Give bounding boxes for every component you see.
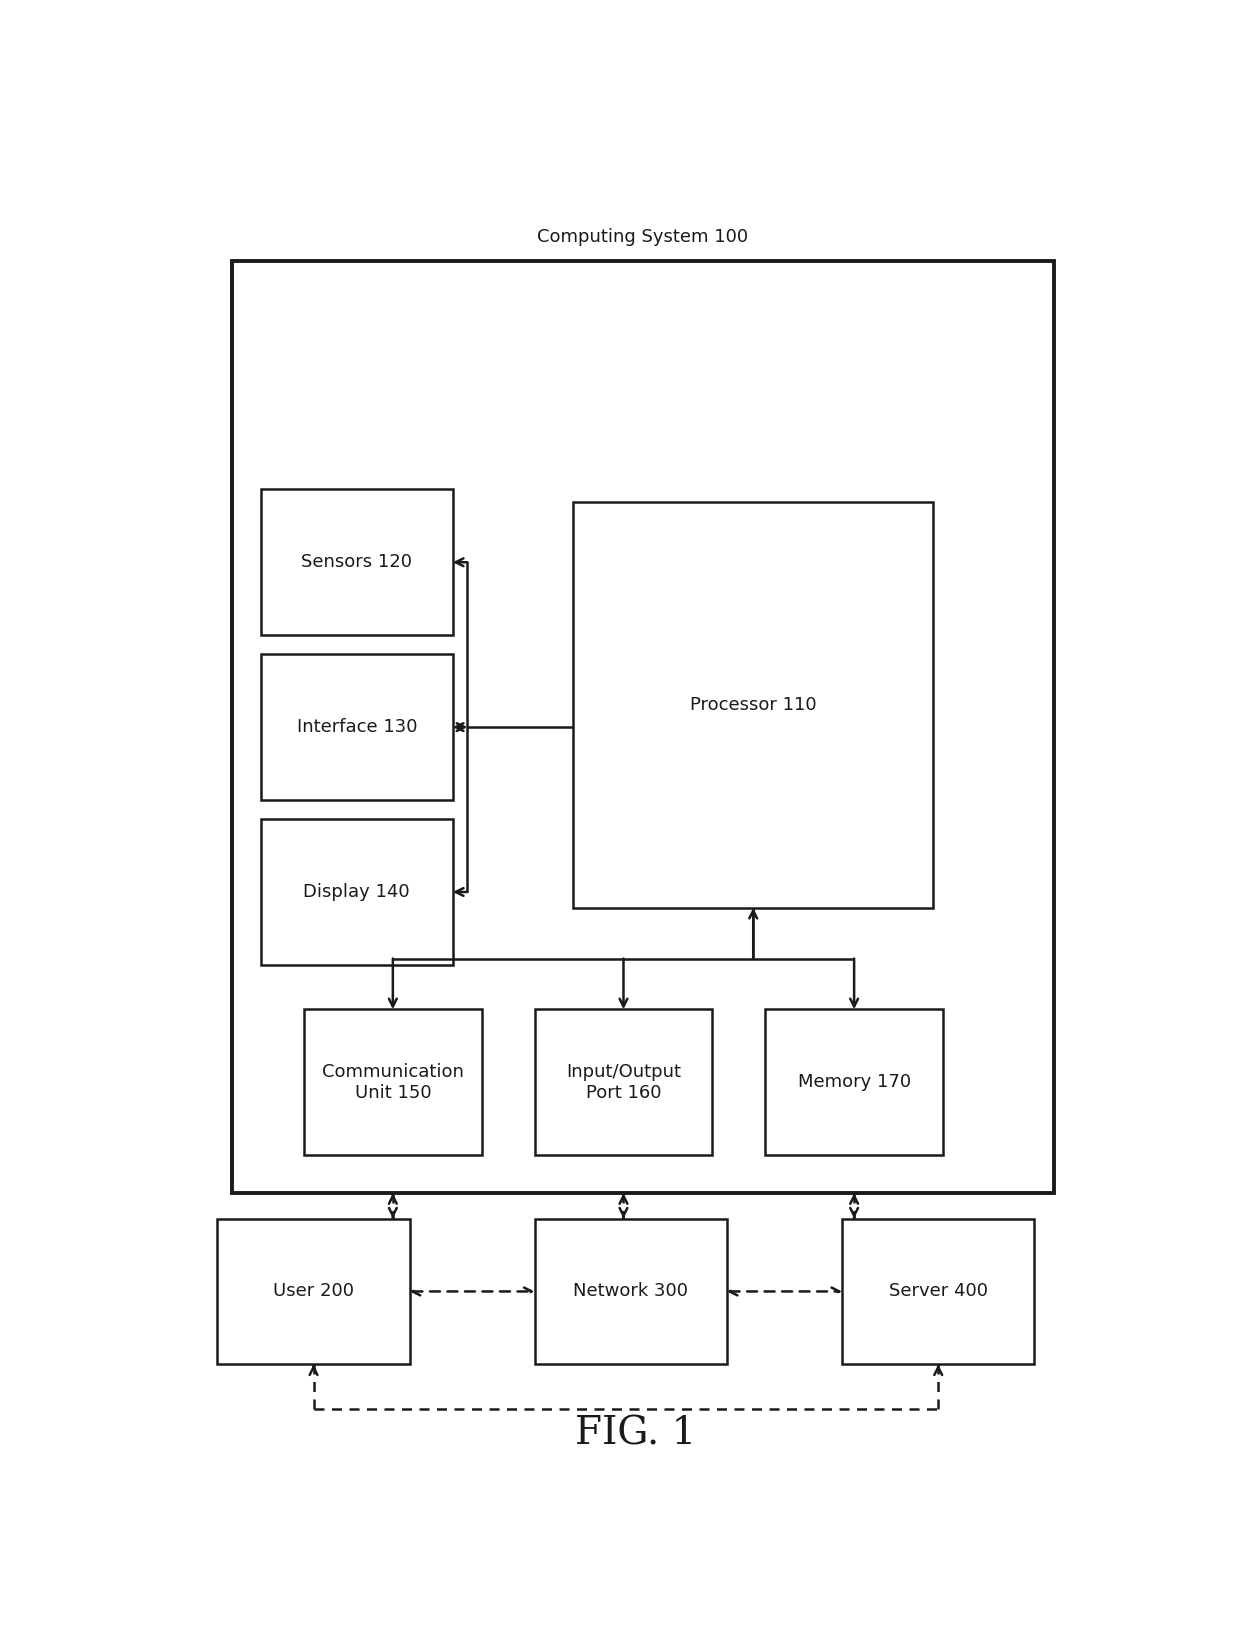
Bar <box>534 1219 727 1364</box>
Text: Processor 110: Processor 110 <box>689 697 816 713</box>
Bar <box>842 1219 1034 1364</box>
Text: Memory 170: Memory 170 <box>797 1074 910 1092</box>
Text: Communication
Unit 150: Communication Unit 150 <box>322 1062 464 1102</box>
Text: Server 400: Server 400 <box>889 1283 988 1301</box>
Bar <box>765 1010 944 1155</box>
Text: Network 300: Network 300 <box>573 1283 688 1301</box>
Bar <box>534 1010 713 1155</box>
Text: Computing System 100: Computing System 100 <box>537 227 748 245</box>
Bar <box>260 819 453 965</box>
Bar <box>573 502 934 907</box>
Bar <box>217 1219 409 1364</box>
Text: Input/Output
Port 160: Input/Output Port 160 <box>565 1062 681 1102</box>
Text: Interface 130: Interface 130 <box>296 718 417 736</box>
Text: Display 140: Display 140 <box>304 883 410 901</box>
Text: FIG. 1: FIG. 1 <box>575 1416 696 1453</box>
Bar <box>260 654 453 800</box>
Bar <box>232 260 1054 1192</box>
Text: Sensors 120: Sensors 120 <box>301 553 413 572</box>
Bar <box>304 1010 481 1155</box>
Bar <box>260 489 453 636</box>
Text: User 200: User 200 <box>273 1283 355 1301</box>
